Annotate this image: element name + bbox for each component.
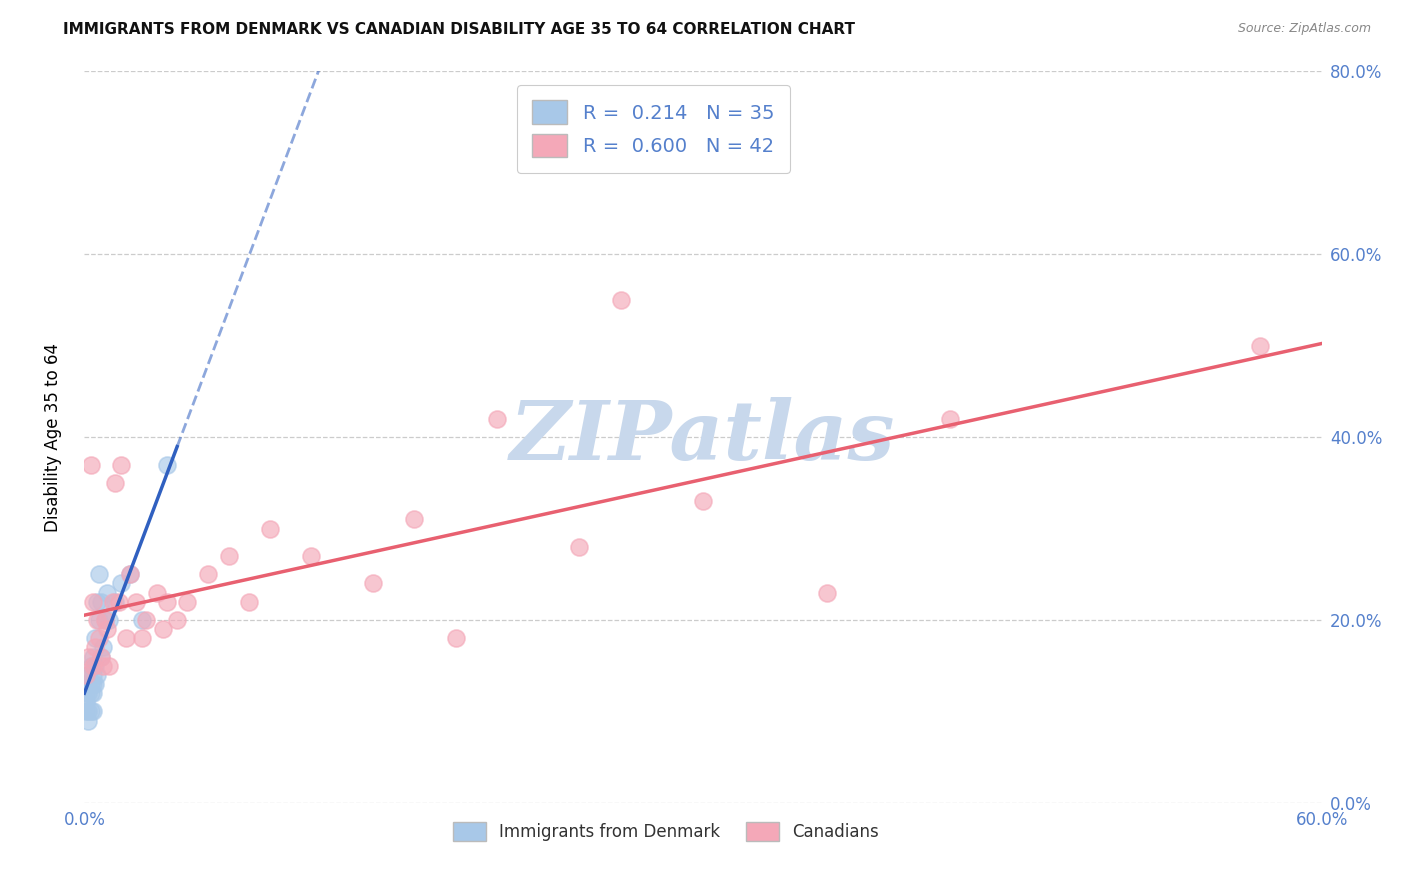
Point <box>939 412 962 426</box>
Point <box>77 686 100 700</box>
Point <box>125 594 148 608</box>
Point <box>110 458 132 472</box>
Point <box>176 594 198 608</box>
Point <box>96 622 118 636</box>
Point <box>87 613 110 627</box>
Point <box>104 475 127 490</box>
Point <box>404 512 426 526</box>
Point <box>90 649 112 664</box>
Point <box>75 695 97 709</box>
Point <box>94 613 117 627</box>
Point <box>79 705 101 719</box>
Point <box>118 567 141 582</box>
Point <box>238 594 260 608</box>
Point <box>156 594 179 608</box>
Point <box>197 567 219 582</box>
Point <box>83 640 105 655</box>
Point <box>87 632 110 646</box>
Text: Source: ZipAtlas.com: Source: ZipAtlas.com <box>1237 22 1371 36</box>
Point <box>77 649 100 664</box>
Point <box>79 686 101 700</box>
Point <box>114 632 136 646</box>
Point <box>692 494 714 508</box>
Point <box>218 549 240 563</box>
Point <box>485 412 508 426</box>
Point <box>259 521 281 535</box>
Point <box>135 613 157 627</box>
Point <box>152 622 174 636</box>
Point <box>86 667 108 681</box>
Point <box>75 677 97 691</box>
Point <box>815 585 838 599</box>
Point <box>166 613 188 627</box>
Point <box>79 458 101 472</box>
Point <box>98 658 121 673</box>
Point <box>87 567 110 582</box>
Point <box>83 632 105 646</box>
Point <box>568 540 591 554</box>
Point <box>83 658 105 673</box>
Text: ZIPatlas: ZIPatlas <box>510 397 896 477</box>
Point <box>75 686 97 700</box>
Point <box>82 686 104 700</box>
Point <box>77 667 100 681</box>
Point <box>609 293 631 307</box>
Point <box>82 705 104 719</box>
Point <box>91 640 114 655</box>
Point <box>82 667 104 681</box>
Point <box>83 677 105 691</box>
Point <box>79 658 101 673</box>
Point <box>156 458 179 472</box>
Y-axis label: Disability Age 35 to 64: Disability Age 35 to 64 <box>44 343 62 532</box>
Point <box>86 594 108 608</box>
Text: IMMIGRANTS FROM DENMARK VS CANADIAN DISABILITY AGE 35 TO 64 CORRELATION CHART: IMMIGRANTS FROM DENMARK VS CANADIAN DISA… <box>63 22 855 37</box>
Point <box>108 594 131 608</box>
Point <box>104 594 127 608</box>
Point <box>75 667 97 681</box>
Point <box>94 613 117 627</box>
Point <box>1249 338 1271 352</box>
Point <box>98 613 121 627</box>
Point <box>82 594 104 608</box>
Point <box>82 677 104 691</box>
Point <box>361 576 384 591</box>
Point <box>77 714 100 728</box>
Point <box>145 585 167 599</box>
Point <box>79 677 101 691</box>
Point <box>131 632 153 646</box>
Legend: Immigrants from Denmark, Canadians: Immigrants from Denmark, Canadians <box>444 814 887 849</box>
Point <box>110 576 132 591</box>
Point <box>75 705 97 719</box>
Point <box>96 585 118 599</box>
Point <box>90 649 112 664</box>
Point <box>86 613 108 627</box>
Point <box>131 613 153 627</box>
Point <box>118 567 141 582</box>
Point <box>91 658 114 673</box>
Point <box>82 649 104 664</box>
Point <box>90 594 112 608</box>
Point <box>444 632 467 646</box>
Point <box>82 658 104 673</box>
Point <box>103 594 125 608</box>
Point <box>299 549 322 563</box>
Point <box>77 705 100 719</box>
